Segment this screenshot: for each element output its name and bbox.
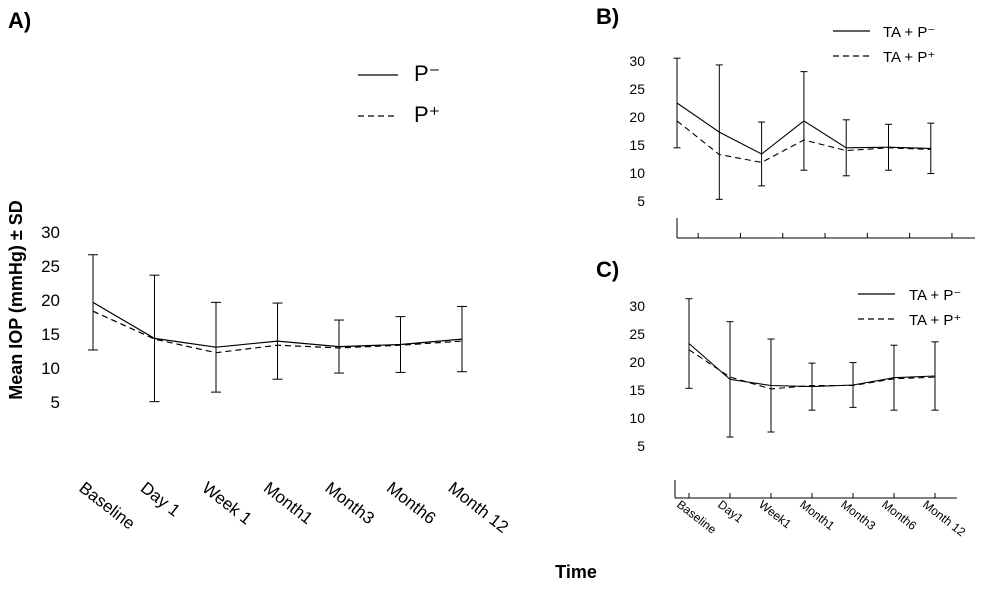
x-tick-label: Month3 [838,497,878,533]
series-line-dashed [688,349,936,390]
legend-label: TA + P⁻ [909,287,961,304]
panel-b: B) 5 10 15 20 25 30 TA + P⁻ TA + P⁺ [596,4,975,239]
panel-letter: C) [596,257,619,282]
legend-label: P⁺ [414,102,440,127]
x-tick-label: Week1 [756,497,794,531]
y-tick-label: 5 [51,393,60,412]
x-tick-label: Month1 [260,478,316,528]
series-line-dashed [92,310,463,354]
series-line-solid [688,343,936,388]
x-tick-label: Day 1 [137,478,184,520]
x-tick-label: Month 12 [920,497,968,539]
y-tick-label: 5 [637,193,645,209]
series-line-dashed [676,120,931,163]
y-tick-label: 10 [629,410,645,426]
y-tick-label: 15 [41,325,60,344]
y-tick-label: 30 [629,298,645,314]
x-tick-label: Week 1 [199,478,256,528]
y-tick-label: 10 [41,359,60,378]
x-tick-label: Baseline [674,497,719,537]
y-tick-label: 25 [629,326,645,342]
panel-letter: A) [8,8,31,33]
y-tick-label: 25 [629,81,645,97]
legend-label: TA + P⁻ [883,24,935,41]
series-line-solid [92,301,463,348]
y-tick-label: 30 [629,53,645,69]
y-tick-label: 5 [637,438,645,454]
y-tick-label: 15 [629,137,645,153]
x-tick-label: Month6 [879,497,919,533]
legend-label: TA + P⁺ [883,49,935,66]
panel-letter: B) [596,4,619,29]
y-tick-label: 20 [41,291,60,310]
y-tick-label: 25 [41,257,60,276]
x-tick-label: Month1 [797,497,837,533]
x-tick-label: Baseline [76,478,139,533]
y-axis-title: Mean IOP (mmHg) ± SD [6,200,26,400]
legend-label: P⁻ [414,61,440,86]
x-tick-label: Month 12 [445,478,513,537]
y-tick-label: 20 [629,109,645,125]
legend-label: TA + P⁺ [909,312,961,329]
x-tick-label: Month6 [383,478,439,528]
y-tick-label: 10 [629,165,645,181]
x-tick-label: Day1 [715,497,746,525]
x-axis-title: Time [555,562,597,582]
y-tick-label: 15 [629,382,645,398]
series-line-solid [676,102,931,155]
y-tick-label: 30 [41,223,60,242]
x-tick-label: Month3 [322,478,378,528]
y-tick-label: 20 [629,354,645,370]
